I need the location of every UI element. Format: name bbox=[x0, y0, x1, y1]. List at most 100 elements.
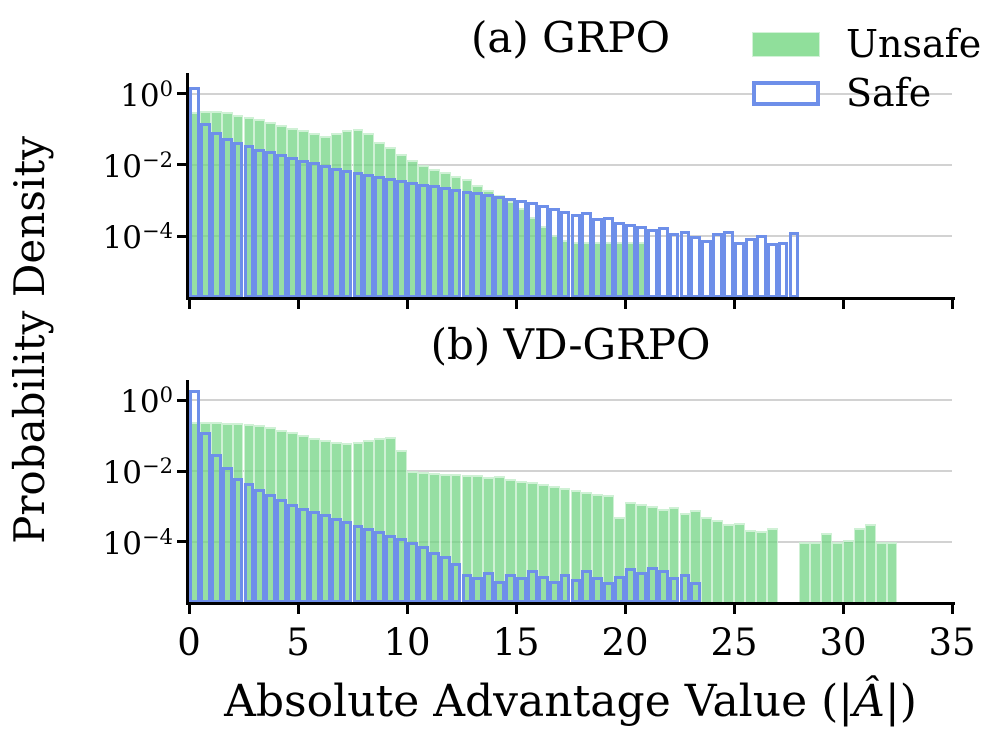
histogram-bar-safe bbox=[755, 234, 767, 298]
histogram-bar-unsafe bbox=[875, 541, 887, 603]
x-tick bbox=[296, 605, 300, 614]
histogram-bar-safe bbox=[221, 466, 233, 603]
histogram-bar-safe bbox=[265, 151, 277, 298]
panel-b-title: (b) VD-GRPO bbox=[430, 320, 711, 369]
histogram-bar-safe bbox=[450, 189, 462, 298]
x-tick bbox=[841, 605, 845, 614]
histogram-bar-safe bbox=[232, 477, 244, 603]
histogram-bar-safe bbox=[189, 87, 200, 298]
histogram-bar-unsafe bbox=[417, 471, 429, 603]
legend-label-safe: Safe bbox=[846, 71, 932, 115]
y-tick-label: 10−4 bbox=[102, 219, 173, 257]
histogram-bar-unsafe bbox=[646, 505, 658, 603]
histogram-bar-unsafe bbox=[657, 509, 669, 603]
legend: Unsafe Safe bbox=[752, 0, 998, 120]
histogram-bar-safe bbox=[548, 580, 560, 603]
x-tick-label: 15 bbox=[492, 621, 540, 664]
histogram-bar-safe bbox=[254, 148, 266, 298]
histogram-bar-unsafe bbox=[581, 491, 593, 603]
histogram-bar-unsafe bbox=[734, 522, 745, 603]
histogram-bar-safe bbox=[319, 164, 331, 298]
histogram-bar-unsafe bbox=[516, 481, 527, 603]
histogram-bar-safe bbox=[417, 546, 429, 603]
histogram-bar-safe bbox=[777, 241, 789, 298]
histogram-bar-safe bbox=[428, 185, 440, 298]
histogram-bar-safe bbox=[385, 178, 397, 298]
histogram-bar-unsafe bbox=[603, 495, 615, 603]
histogram-bar-unsafe bbox=[570, 489, 582, 603]
x-tick bbox=[296, 300, 300, 309]
legend-label-unsafe: Unsafe bbox=[846, 22, 982, 66]
x-axis-label-variable: Â bbox=[853, 676, 885, 727]
histogram-bar-safe bbox=[548, 207, 560, 298]
gridline bbox=[189, 399, 952, 402]
histogram-bar-unsafe bbox=[505, 479, 516, 603]
histogram-bar-safe bbox=[396, 538, 407, 603]
histogram-bar-safe bbox=[657, 569, 669, 603]
histogram-bar-safe bbox=[635, 226, 647, 298]
y-tick bbox=[177, 163, 186, 167]
x-axis-label: Absolute Advantage Value (|Â|) bbox=[189, 676, 952, 729]
gridline bbox=[189, 163, 952, 166]
x-tick-label: 30 bbox=[819, 621, 867, 664]
histogram-bar-safe bbox=[341, 521, 353, 603]
histogram-bar-safe bbox=[537, 575, 549, 603]
histogram-bar-safe bbox=[363, 173, 375, 298]
histogram-bar-unsafe bbox=[537, 484, 549, 603]
histogram-bar-safe bbox=[701, 239, 713, 298]
histogram-bar-unsafe bbox=[723, 524, 734, 603]
histogram-bar-safe bbox=[788, 231, 800, 298]
histogram-bar-safe bbox=[614, 222, 625, 298]
histogram-bar-safe bbox=[385, 534, 397, 603]
x-tick bbox=[187, 605, 191, 614]
histogram-bar-safe bbox=[625, 224, 636, 298]
histogram-bar-unsafe bbox=[385, 436, 397, 603]
histogram-bar-safe bbox=[690, 236, 702, 298]
histogram-bar-safe bbox=[744, 238, 756, 298]
x-axis-label-suffix: |) bbox=[884, 676, 917, 727]
y-tick bbox=[177, 234, 186, 238]
histogram-bar-safe bbox=[439, 187, 451, 298]
histogram-bar-safe bbox=[363, 527, 375, 603]
histogram-bar-unsafe bbox=[592, 493, 604, 603]
histogram-bar-unsafe bbox=[635, 503, 647, 603]
histogram-bar-safe bbox=[308, 511, 320, 603]
histogram-bar-unsafe bbox=[821, 532, 833, 603]
gridline bbox=[189, 92, 952, 95]
histogram-bar-unsafe bbox=[679, 512, 691, 603]
histogram-bar-safe bbox=[516, 199, 527, 298]
histogram-bar-unsafe bbox=[461, 475, 473, 603]
histogram-bar-safe bbox=[679, 573, 691, 603]
histogram-bar-safe bbox=[472, 577, 484, 603]
x-tick-label: 10 bbox=[383, 621, 431, 664]
histogram-bar-safe bbox=[526, 202, 538, 298]
y-tick bbox=[177, 540, 186, 544]
histogram-bar-safe bbox=[734, 241, 745, 298]
histogram-bar-unsafe bbox=[712, 519, 724, 603]
histogram-bar-unsafe bbox=[472, 475, 484, 603]
histogram-bar-safe bbox=[712, 233, 724, 298]
histogram-bar-unsafe bbox=[363, 440, 375, 603]
x-tick-label: 35 bbox=[928, 621, 976, 664]
y-tick-label: 100 bbox=[120, 76, 173, 114]
y-tick bbox=[177, 469, 186, 473]
histogram-bar-safe bbox=[668, 577, 680, 603]
histogram-bar-safe bbox=[254, 488, 266, 603]
y-tick-label: 100 bbox=[120, 383, 173, 421]
histogram-bar-unsafe bbox=[614, 517, 625, 603]
y-tick-label: 10−2 bbox=[102, 454, 173, 492]
histogram-bar-safe bbox=[396, 179, 407, 298]
histogram-bar-safe bbox=[723, 231, 734, 298]
histogram-bar-safe bbox=[298, 159, 309, 298]
histogram-bar-safe bbox=[603, 216, 615, 298]
histogram-bar-unsafe bbox=[407, 471, 418, 603]
panel-a-title: (a) GRPO bbox=[470, 13, 671, 62]
y-tick-label: 10−2 bbox=[102, 147, 173, 185]
histogram-bar-safe bbox=[625, 568, 636, 603]
histogram-bar-safe bbox=[210, 454, 222, 603]
panel-grpo-plot-area: 100 10−2 10−4 bbox=[103, 73, 955, 309]
histogram-bar-unsafe bbox=[766, 527, 778, 603]
histogram-bar-safe bbox=[199, 122, 211, 298]
x-axis-spine bbox=[186, 297, 955, 300]
histogram-bar-safe bbox=[537, 205, 549, 298]
